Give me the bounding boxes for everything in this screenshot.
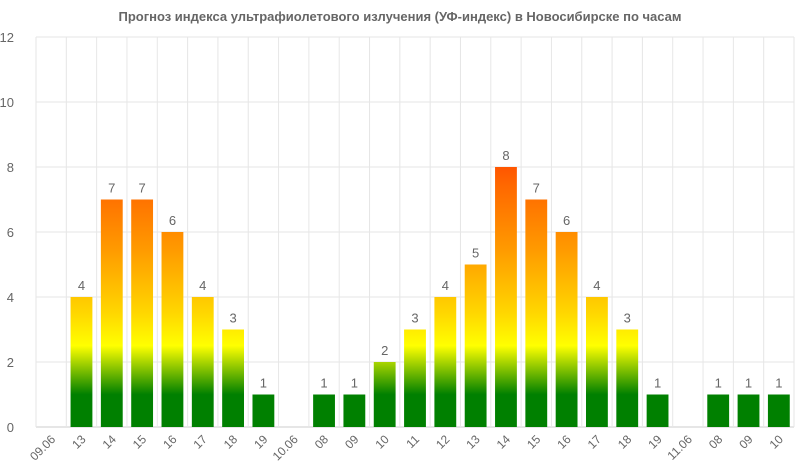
- data-label: 3: [624, 311, 631, 326]
- data-label: 4: [442, 278, 449, 293]
- bar: [555, 232, 578, 427]
- x-tick-label: 19: [251, 432, 271, 452]
- y-tick-label: 0: [7, 420, 14, 435]
- data-label: 1: [715, 376, 722, 391]
- x-tick-label: 10: [767, 432, 787, 452]
- y-tick-label: 2: [7, 355, 14, 370]
- bar: [404, 329, 426, 427]
- bar: [70, 297, 93, 427]
- data-label: 6: [169, 213, 176, 228]
- chart-title: Прогноз индекса ультрафиолетового излуче…: [118, 9, 681, 24]
- x-tick-label: 08: [312, 432, 332, 452]
- data-label: 1: [745, 376, 752, 391]
- x-tick-label: 15: [130, 432, 150, 452]
- y-tick-label: 4: [7, 290, 14, 305]
- bar: [464, 264, 487, 427]
- bar: [586, 297, 608, 427]
- data-labels: 4 7 7 6 4 3 1 1 1 2 3 4 5 8 7 6 4 3 1 1 1 1: [78, 148, 783, 391]
- y-tick-label: 10: [0, 95, 14, 110]
- bar: [434, 297, 457, 427]
- x-tick-label: 14: [494, 432, 514, 452]
- bar: [252, 394, 275, 427]
- data-label: 7: [139, 181, 146, 196]
- data-label: 3: [229, 311, 236, 326]
- x-tick-label: 19: [645, 432, 665, 452]
- bar: [161, 232, 184, 427]
- x-tick-label: 17: [191, 432, 211, 452]
- bar: [191, 297, 214, 427]
- data-label: 4: [199, 278, 206, 293]
- bar: [222, 329, 244, 427]
- bar: [131, 199, 154, 427]
- bar: [495, 167, 517, 427]
- bar: [737, 394, 760, 427]
- x-tick-label: 12: [433, 432, 453, 452]
- data-label: 1: [351, 376, 358, 391]
- x-tick-label: 09: [736, 432, 756, 452]
- x-tick-label: 16: [160, 432, 180, 452]
- x-tick-label: 09: [342, 432, 362, 452]
- bar: [343, 394, 366, 427]
- bar: [100, 199, 123, 427]
- x-tick-label: 11: [403, 432, 422, 451]
- bar: [313, 394, 335, 427]
- bars: [70, 167, 790, 427]
- grid: [35, 36, 795, 428]
- data-label: 4: [593, 278, 600, 293]
- x-tick-label: 13: [463, 432, 483, 452]
- bar: [373, 362, 396, 427]
- data-label: 1: [654, 376, 661, 391]
- x-axis: 09.06 13 14 15 16 17 18 19 10.06 08 09 10 11 12 13 14 15…: [27, 432, 786, 463]
- data-label: 2: [381, 343, 388, 358]
- data-label: 1: [775, 376, 782, 391]
- y-tick-label: 12: [0, 30, 14, 45]
- x-tick-label: 14: [100, 432, 120, 452]
- data-label: 5: [472, 246, 479, 261]
- data-label: 8: [502, 148, 509, 163]
- x-tick-label: 18: [615, 432, 635, 452]
- data-label: 1: [320, 376, 327, 391]
- bar: [767, 394, 790, 427]
- y-tick-label: 8: [7, 160, 14, 175]
- x-tick-label: 17: [585, 432, 605, 452]
- data-label: 7: [533, 181, 540, 196]
- x-tick-label: 09.06: [27, 432, 58, 463]
- bar: [525, 199, 548, 427]
- data-label: 6: [563, 213, 570, 228]
- data-label: 1: [260, 376, 267, 391]
- x-tick-label: 13: [69, 432, 89, 452]
- x-tick-label: 10: [372, 432, 392, 452]
- bar: [707, 394, 730, 427]
- bar: [616, 329, 639, 427]
- x-tick-label: 11.06: [664, 432, 695, 463]
- x-tick-label: 15: [524, 432, 544, 452]
- data-label: 7: [108, 181, 115, 196]
- x-tick-label: 10.06: [270, 432, 301, 463]
- data-label: 4: [78, 278, 85, 293]
- x-tick-label: 16: [554, 432, 574, 452]
- data-label: 3: [411, 311, 418, 326]
- y-tick-label: 6: [7, 225, 14, 240]
- bar: [646, 394, 669, 427]
- y-axis: 0 2 4 6 8 10 12: [0, 30, 14, 435]
- x-tick-label: 08: [706, 432, 726, 452]
- x-tick-label: 18: [221, 432, 241, 452]
